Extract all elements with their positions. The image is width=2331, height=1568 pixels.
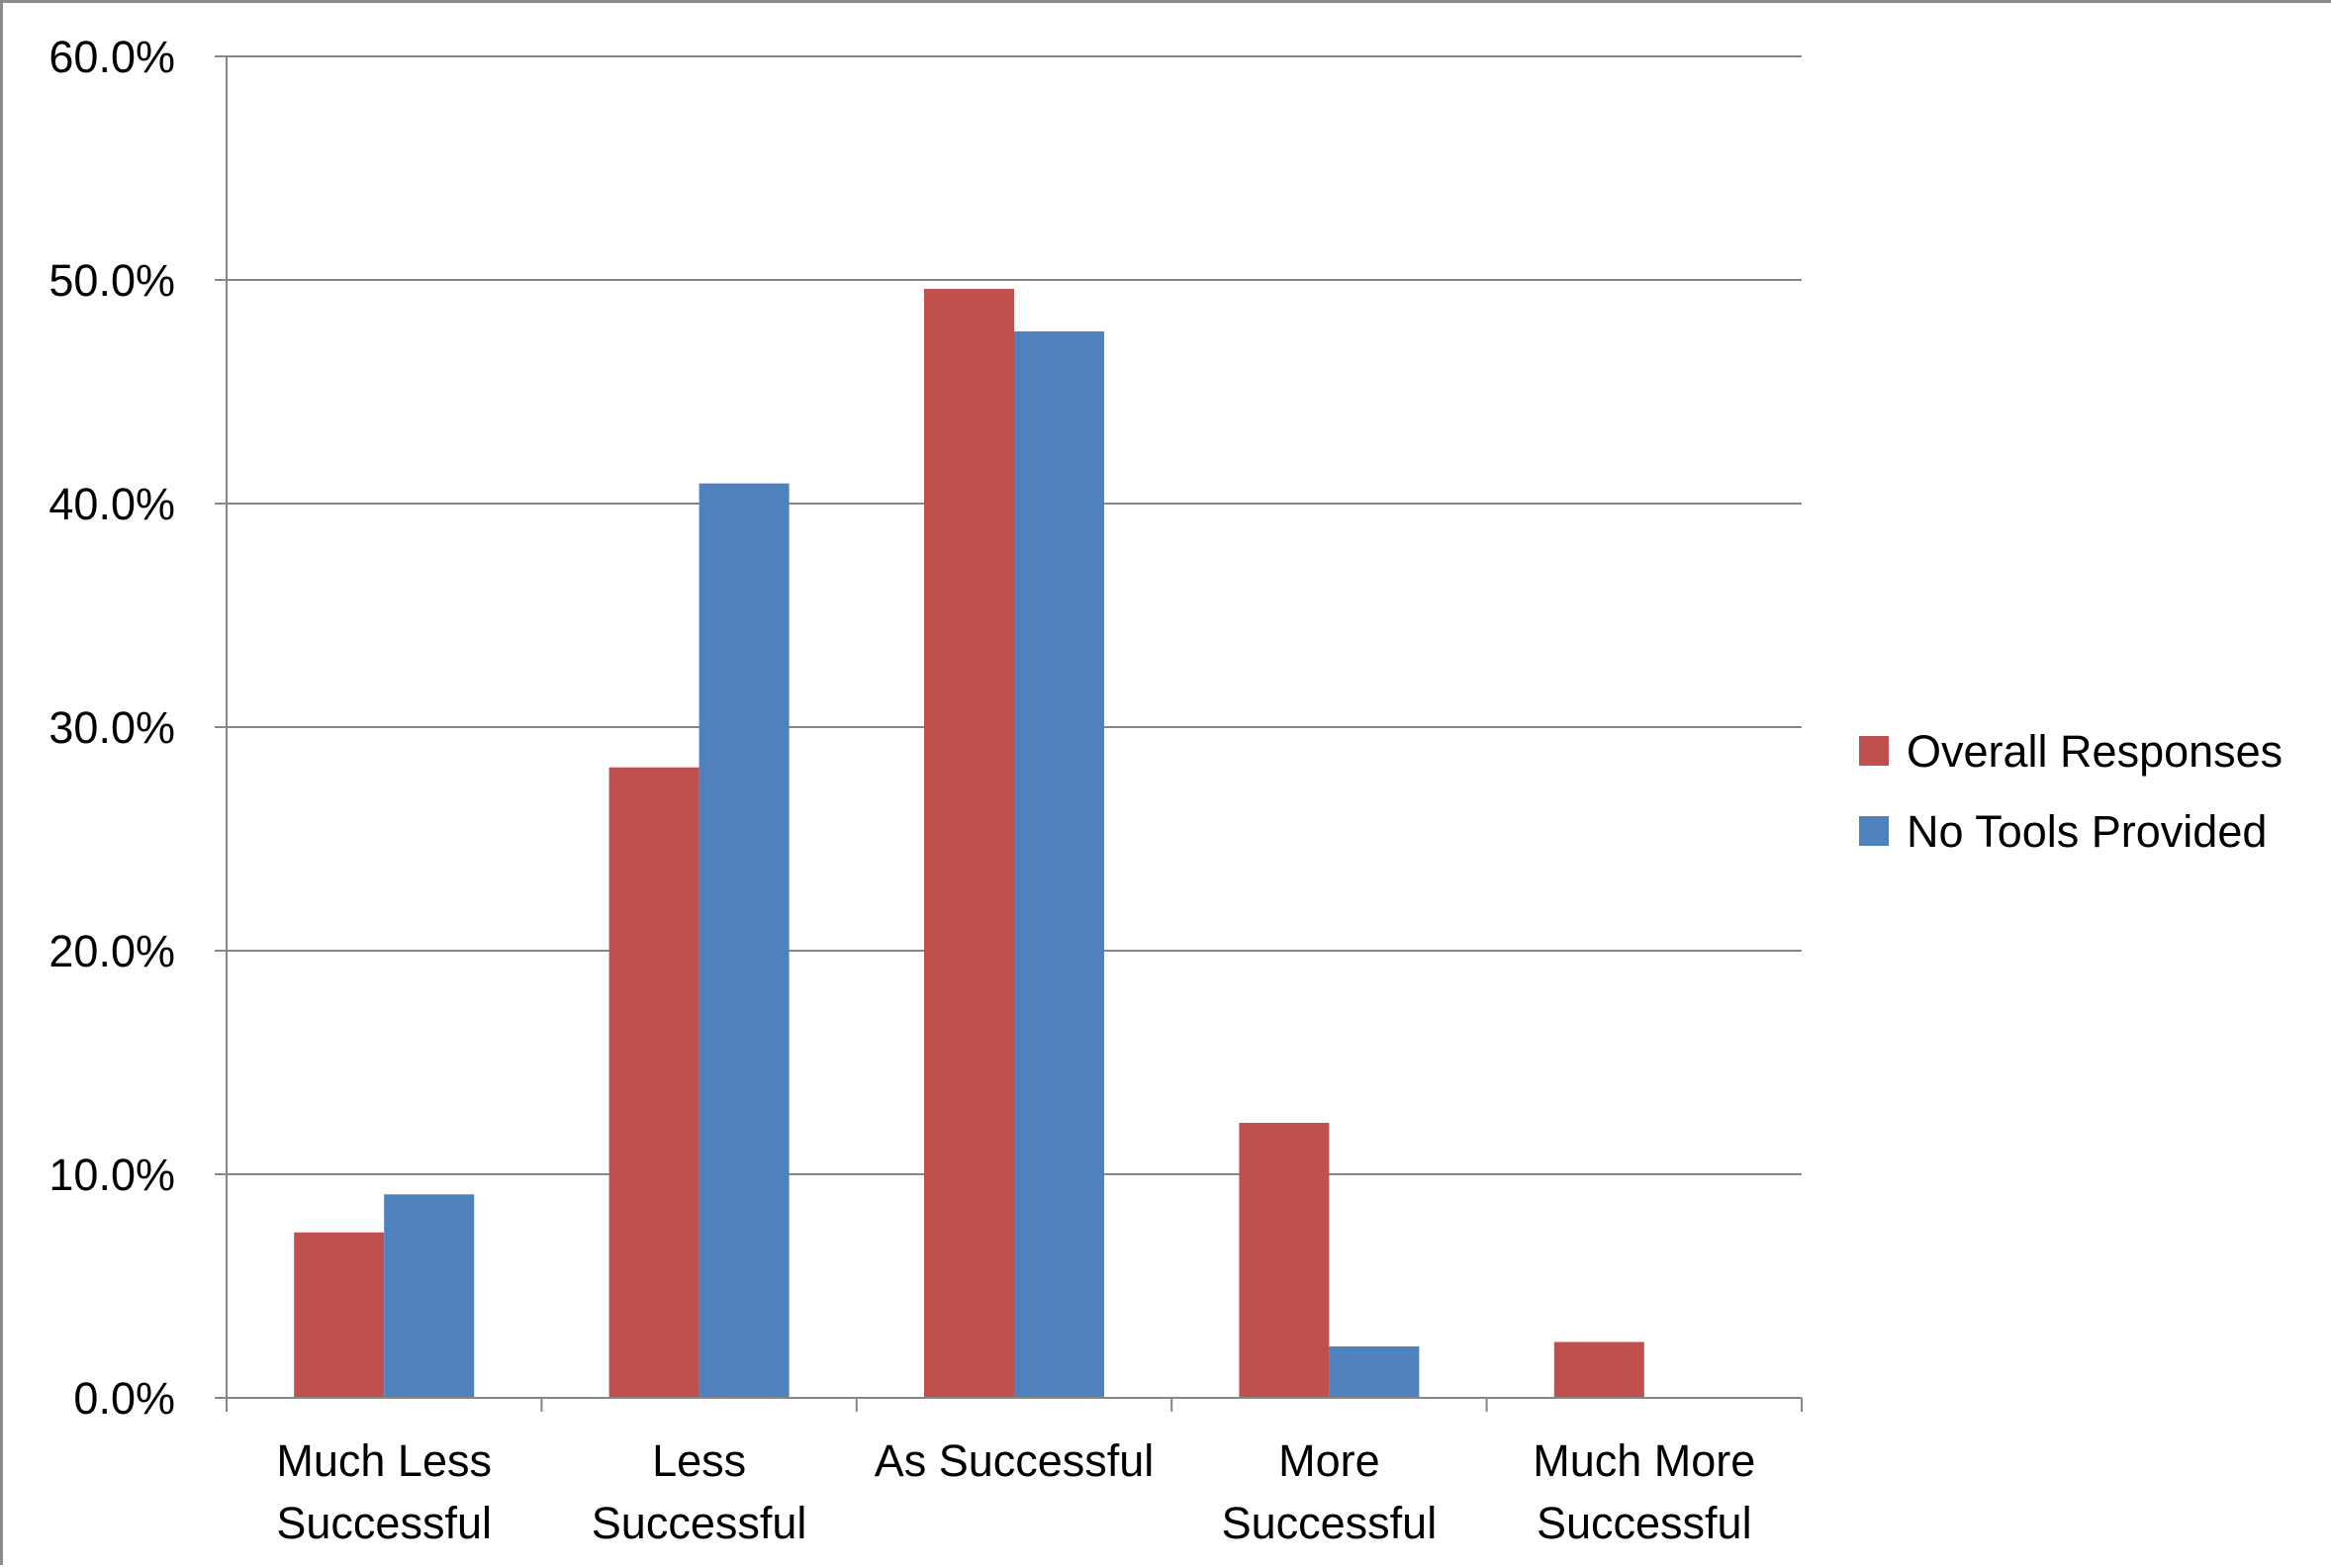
y-tick-label: 10.0%: [48, 1150, 175, 1200]
x-category-label: Less Successful: [592, 1435, 807, 1548]
x-category-label: More Successful: [1222, 1435, 1438, 1548]
bar-overall-responses: [608, 767, 699, 1398]
y-tick-label: 0.0%: [73, 1373, 175, 1424]
x-category-label: Much More Successful: [1533, 1435, 1755, 1548]
x-axis-category-labels: Much Less Successful Less Successful As Succ…: [276, 1435, 1755, 1548]
bar-no-tools-provided: [699, 483, 790, 1398]
bar-no-tools-provided: [1014, 330, 1104, 1399]
y-tick-label: 30.0%: [48, 702, 175, 753]
bar-no-tools-provided: [1329, 1346, 1420, 1398]
axes: [215, 55, 1803, 1412]
bar-no-tools-provided: [384, 1194, 475, 1398]
bar-overall-responses: [294, 1232, 385, 1398]
y-axis-tick-labels: 0.0% 10.0% 20.0% 30.0% 40.0% 50.0% 60.0%: [48, 32, 175, 1424]
x-category-label: As Successful: [875, 1435, 1155, 1486]
legend-swatch: [1859, 736, 1889, 766]
y-tick-label: 20.0%: [48, 926, 175, 976]
bar-overall-responses: [924, 289, 1014, 1398]
legend-entry-label: Overall Responses: [1907, 726, 2283, 777]
legend: Overall Responses No Tools Provided: [1859, 726, 2283, 857]
bars: [294, 289, 1644, 1399]
y-tick-label: 40.0%: [48, 479, 175, 529]
bar-chart: 0.0% 10.0% 20.0% 30.0% 40.0% 50.0% 60.0% Much …: [48, 32, 2283, 1548]
y-tick-label: 60.0%: [48, 32, 175, 82]
y-tick-label: 50.0%: [48, 255, 175, 306]
legend-swatch: [1859, 816, 1889, 846]
bar-overall-responses: [1239, 1123, 1330, 1398]
bar-overall-responses: [1553, 1341, 1644, 1398]
x-category-label: Much Less Successful: [276, 1435, 492, 1548]
legend-entry-label: No Tools Provided: [1907, 806, 2267, 857]
